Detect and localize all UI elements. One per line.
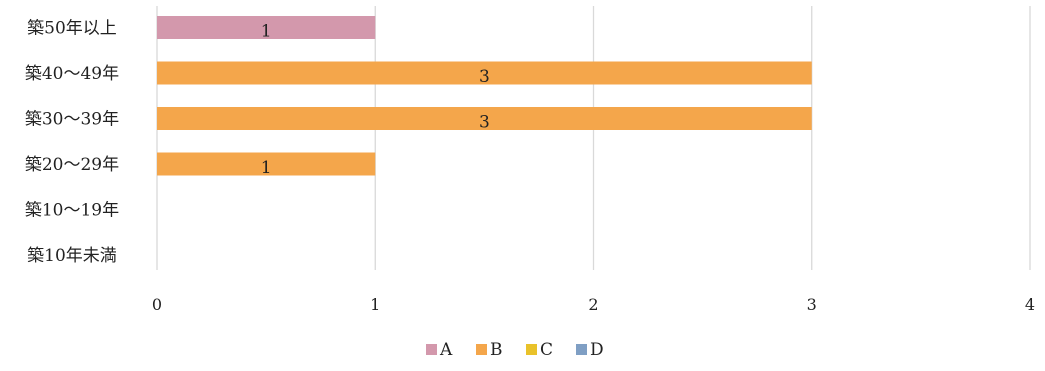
- category-label: 築40～49年: [25, 64, 119, 84]
- legend-swatch-C: [526, 344, 537, 355]
- legend-label-D: D: [590, 340, 604, 360]
- data-labels: 1 3 3 1: [261, 22, 490, 179]
- legend-label-C: C: [540, 340, 553, 360]
- category-label: 築20～29年: [25, 155, 119, 175]
- legend: A B C D: [426, 340, 604, 360]
- bar-B-2: [157, 107, 812, 130]
- category-label: 築10年未満: [27, 246, 117, 266]
- bar-B-1: [157, 61, 812, 85]
- gridlines: [156, 6, 1031, 270]
- x-tick-label-3: 3: [807, 295, 817, 314]
- x-axis-tick-labels: 0 1 2 3 4: [152, 295, 1035, 314]
- category-label: 築10～19年: [25, 201, 119, 221]
- legend-label-B: B: [490, 340, 503, 360]
- bar-A-0: [157, 16, 376, 39]
- legend-swatch-D: [576, 344, 587, 355]
- legend-swatch-B: [476, 344, 487, 355]
- category-label: 築30～39年: [25, 110, 119, 130]
- bars: [157, 16, 812, 176]
- legend-label-A: A: [439, 340, 453, 360]
- bar-B-3: [157, 152, 376, 176]
- category-label: 築50年以上: [27, 19, 117, 39]
- x-tick-label-1: 1: [370, 295, 380, 314]
- x-tick-label-2: 2: [588, 295, 598, 314]
- data-label-B-3: 1: [261, 158, 272, 178]
- data-label-B-1: 3: [479, 67, 490, 87]
- x-tick-label-4: 4: [1025, 295, 1035, 314]
- legend-swatch-A: [426, 344, 437, 355]
- data-label-A-0: 1: [261, 22, 272, 42]
- data-label-B-2: 3: [479, 113, 490, 133]
- x-tick-label-0: 0: [152, 295, 162, 314]
